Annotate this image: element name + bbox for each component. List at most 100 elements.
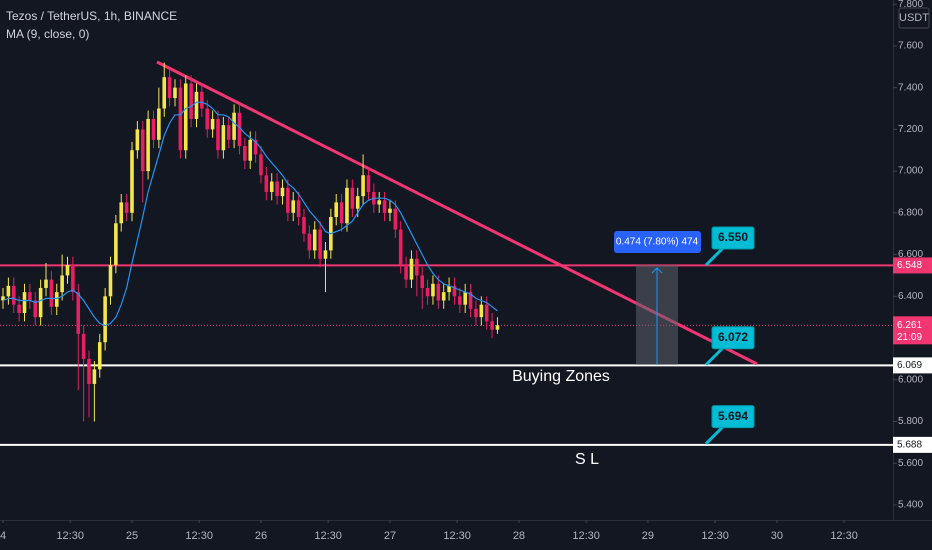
callout-box xyxy=(711,405,755,429)
x-tick-label: 30 xyxy=(771,530,783,542)
candle-body xyxy=(404,265,408,280)
callout-box xyxy=(711,326,755,350)
y-tick-label: 6.400 xyxy=(898,291,923,302)
candle-body xyxy=(38,287,43,318)
y-tick-label: 5.400 xyxy=(898,500,923,511)
candle-body xyxy=(130,150,134,213)
candle-body xyxy=(318,229,322,259)
candle-body xyxy=(189,83,193,119)
candle-body xyxy=(436,283,441,301)
candle-body xyxy=(162,77,167,109)
y-tick-label: 6.800 xyxy=(898,207,923,218)
candle-body xyxy=(377,200,382,205)
candle-body xyxy=(11,285,16,305)
candle-body xyxy=(452,285,457,297)
indicator-label: MA (9, close, 0) xyxy=(6,27,89,41)
candle-body xyxy=(463,292,468,305)
last-price-label: 6.261 xyxy=(897,320,922,331)
candle-body xyxy=(71,265,75,293)
candle-body xyxy=(243,146,247,161)
candle-body xyxy=(474,308,478,318)
countdown-label: 21:09 xyxy=(897,332,922,343)
moving-average xyxy=(2,101,498,327)
y-tick-label: 5.600 xyxy=(898,458,923,469)
plot-area xyxy=(0,60,893,446)
currency-box xyxy=(898,7,930,29)
callout-pointer xyxy=(704,245,726,267)
candle-body xyxy=(76,292,81,334)
candle-body xyxy=(146,118,150,172)
chart-title: Tezos / TetherUS, 1h, BINANCE xyxy=(6,9,177,23)
candle-body xyxy=(490,321,494,330)
y-tick-label: 7.200 xyxy=(898,124,923,135)
candle-body xyxy=(393,208,398,230)
x-tick-label: 12:30 xyxy=(830,530,858,542)
measure-label: 0.474 (7.80%) 474 xyxy=(616,237,699,248)
candle-body xyxy=(140,129,145,172)
candle-body xyxy=(302,217,306,234)
candle-body xyxy=(103,296,107,343)
candle-body xyxy=(173,87,177,99)
candle-body xyxy=(54,292,59,307)
candle-body xyxy=(232,112,236,140)
x-tick-label: 12:30 xyxy=(701,530,729,542)
candle-body xyxy=(441,292,446,301)
candle-body xyxy=(323,250,328,259)
x-tick-label: 28 xyxy=(513,530,525,542)
candle-body xyxy=(151,118,156,140)
y-tick-label: 7.000 xyxy=(898,166,923,177)
x-tick-label: 12:30 xyxy=(314,530,342,542)
x-tick-label: 12:30 xyxy=(185,530,213,542)
candle-body xyxy=(6,285,11,297)
candle-body xyxy=(200,91,204,109)
candle-body xyxy=(420,275,425,288)
candle-body xyxy=(60,275,64,293)
candle-body xyxy=(366,175,371,192)
candle-body xyxy=(17,304,21,314)
level-price-label: 6.548 xyxy=(897,260,922,271)
candle-body xyxy=(312,229,317,251)
candle-body xyxy=(280,187,285,197)
callout-label: 5.694 xyxy=(718,409,748,423)
candle-body xyxy=(92,369,97,384)
candle-body xyxy=(425,287,430,297)
candle-body xyxy=(307,233,312,251)
candle-body xyxy=(157,108,161,140)
y-tick-label: 5.800 xyxy=(898,416,923,427)
x-tick-label: 12:30 xyxy=(572,530,600,542)
candle-body xyxy=(259,154,263,176)
candle-body xyxy=(388,208,392,213)
callout-label: 6.550 xyxy=(718,230,748,244)
candle-body xyxy=(355,196,360,209)
candle-body xyxy=(135,129,140,151)
x-tick-label: 25 xyxy=(126,530,138,542)
candle-body xyxy=(44,279,48,288)
callout-pointer xyxy=(704,345,726,366)
candle-body xyxy=(194,91,199,119)
level-price-label: 6.069 xyxy=(897,360,922,371)
callout-box xyxy=(711,226,755,250)
currency: USDT xyxy=(899,12,929,24)
candle-body xyxy=(114,223,118,266)
candle-body xyxy=(495,325,500,330)
candle-body xyxy=(87,358,91,384)
candle-body xyxy=(205,108,210,130)
candle-body xyxy=(409,258,414,280)
candle-body xyxy=(350,187,355,209)
y-tick-label: 6.000 xyxy=(898,374,923,385)
candle-body xyxy=(178,87,183,151)
x-tick-label: 4 xyxy=(0,530,6,542)
candle-body xyxy=(398,229,403,266)
candle-body xyxy=(221,125,226,151)
candle-body xyxy=(22,292,27,314)
candle-body xyxy=(119,202,124,224)
y-tick-label: 7.800 xyxy=(898,0,923,10)
candle-body xyxy=(226,125,231,140)
candle-body xyxy=(484,304,489,322)
y-tick-label: 7.400 xyxy=(898,82,923,93)
candle-body xyxy=(49,279,54,307)
last-price-tag xyxy=(893,316,932,345)
candle-body xyxy=(65,265,70,276)
callout-label: 6.072 xyxy=(718,330,748,344)
